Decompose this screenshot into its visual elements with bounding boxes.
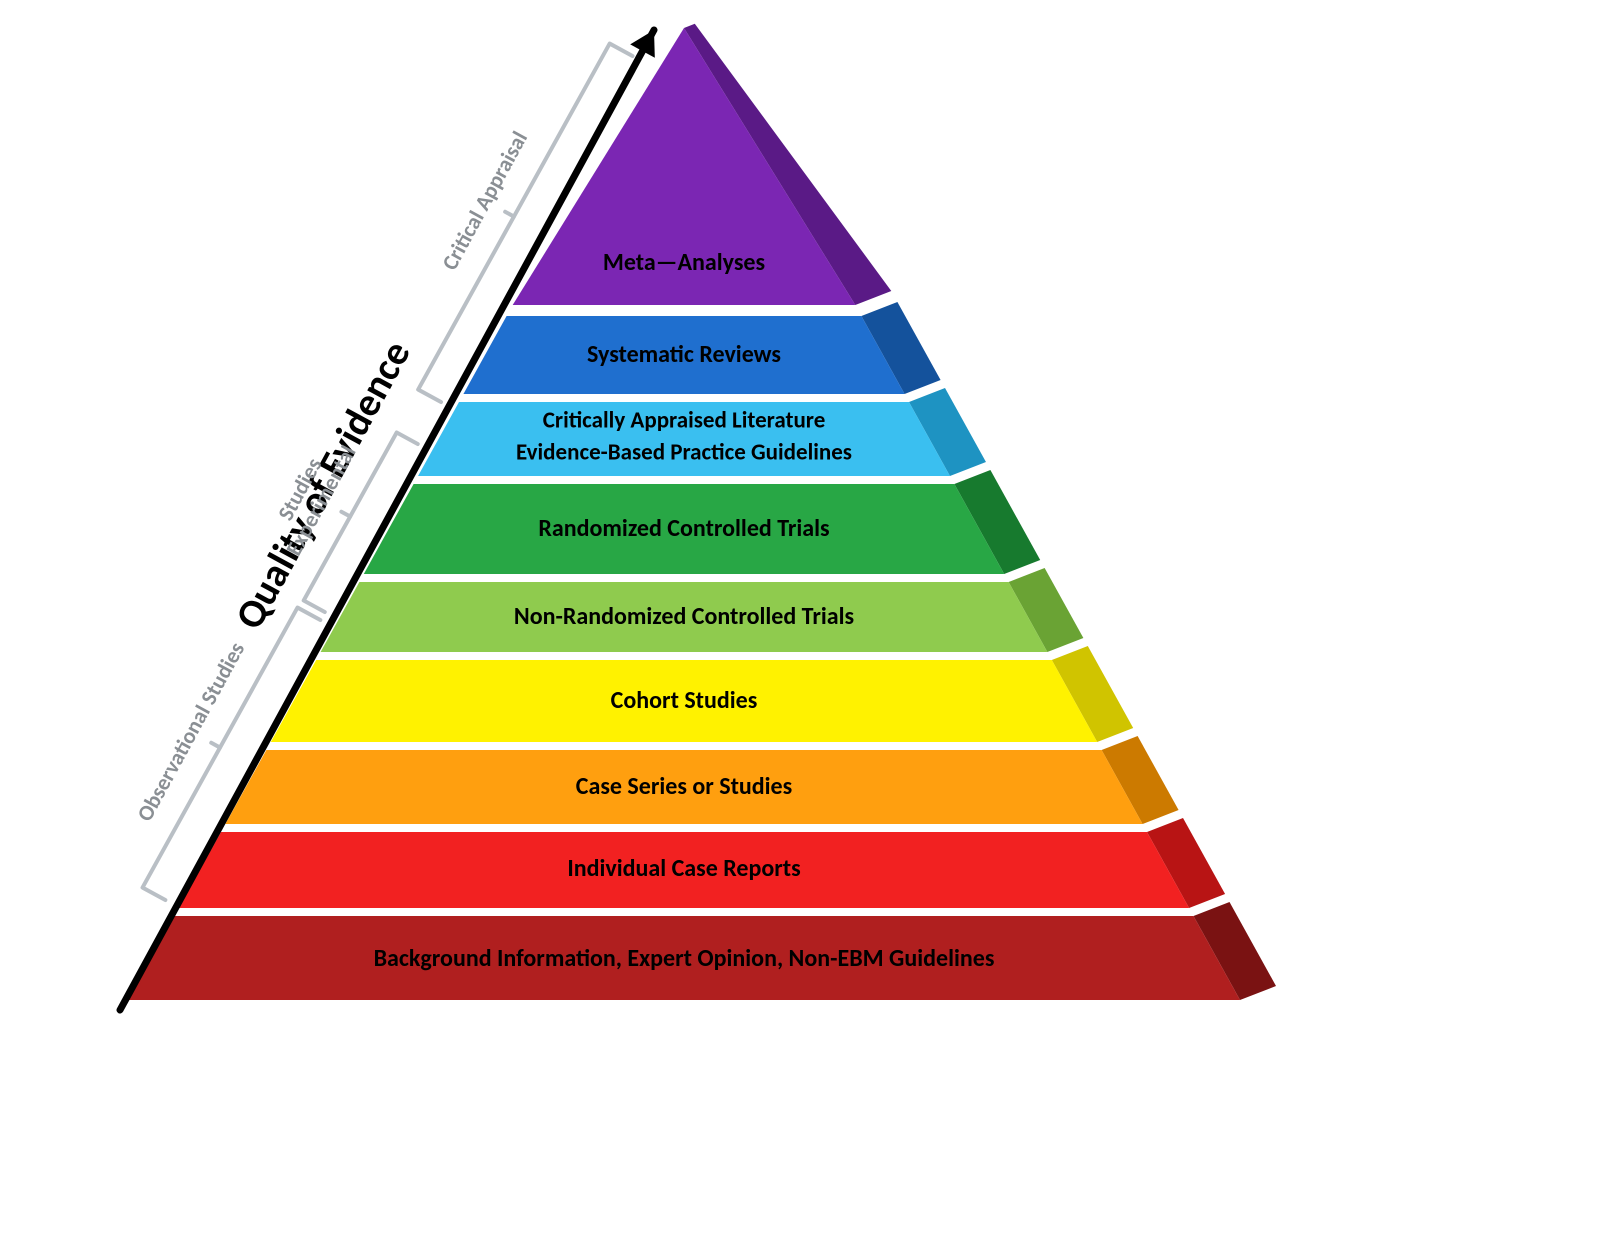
bracket-nub-observational-studies [211, 743, 220, 748]
level-label-0: Meta—Analyses [603, 248, 765, 277]
level-label-3: Randomized Controlled Trials [538, 514, 829, 543]
level-label-2-0: Critically Appraised Literature [543, 407, 826, 435]
level-label-5: Cohort Studies [611, 686, 758, 715]
bracket-label-critical-appraisal: Critical Appraisal [436, 127, 533, 275]
level-label-1: Systematic Reviews [587, 340, 781, 369]
bracket-nub-experimental-studies [341, 512, 350, 517]
level-label-8: Background Information, Expert Opinion, … [374, 944, 995, 973]
bracket-nub-critical-appraisal [505, 212, 514, 217]
level-label-7: Individual Case Reports [567, 854, 800, 883]
level-label-4: Non-Randomized Controlled Trials [514, 602, 854, 631]
level-label-6: Case Series or Studies [576, 772, 792, 801]
level-label-2-1: Evidence-Based Practice Guidelines [516, 439, 852, 467]
evidence-pyramid-diagram: Meta—Analyses Systematic Reviews Criticall… [0, 0, 1600, 1236]
